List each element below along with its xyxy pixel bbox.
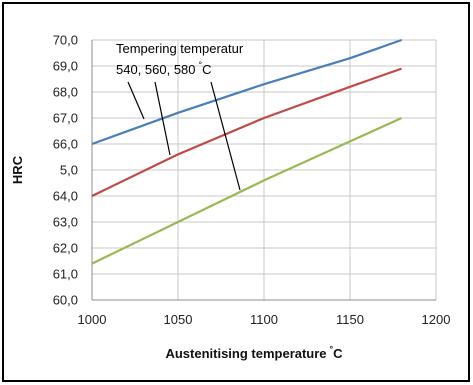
chart-frame xyxy=(2,2,470,382)
y-axis-title: HRC xyxy=(10,155,25,184)
y-tick-label: 69,0 xyxy=(53,59,78,74)
y-tick-label: 63,0 xyxy=(53,215,78,230)
series-group xyxy=(91,38,403,265)
y-tick-label: 68,0 xyxy=(53,85,78,100)
y-tick-label: 5,0 xyxy=(60,163,78,178)
annotation-leader-1 xyxy=(127,81,145,120)
y-tick-label: 70,0 xyxy=(53,33,78,48)
x-tick-label: 1200 xyxy=(422,312,451,327)
y-axis-ticks: 60,0 61,0 62,0 63,0 64,0 5,0 66,0 67,0 68,0 69,0 7… xyxy=(53,33,78,308)
x-tick-label: 1150 xyxy=(336,312,364,327)
grid xyxy=(91,39,437,301)
annotation-leader-2 xyxy=(154,81,171,156)
x-axis-ticks: 1000 1050 1100 1150 1200 xyxy=(78,312,451,327)
series-line-3 xyxy=(91,116,403,265)
x-tick-label: 1100 xyxy=(250,312,278,327)
x-axis-title-text: Austenitising temperature xyxy=(165,346,326,361)
annotation-line2: 540, 560, 580 °C xyxy=(116,60,212,77)
y-tick-label: 64,0 xyxy=(53,189,78,204)
y-tick-label: 60,0 xyxy=(53,293,78,308)
x-axis-title: Austenitising temperature °C xyxy=(165,344,343,361)
annotation-degree: ° xyxy=(199,60,203,70)
y-tick-label: 61,0 xyxy=(53,267,78,282)
x-tick-label: 1000 xyxy=(78,312,107,327)
x-tick-label: 1050 xyxy=(164,312,193,327)
series-line-1 xyxy=(91,38,402,146)
x-axis-degree: ° xyxy=(330,344,334,354)
annotation-leader-3 xyxy=(210,81,241,191)
y-tick-label: 67,0 xyxy=(53,111,78,126)
annotation-unit-letter: C xyxy=(202,62,211,77)
series-line-2 xyxy=(91,67,402,197)
y-tick-label: 62,0 xyxy=(53,241,78,256)
annotation-temps: 540, 560, 580 xyxy=(116,62,196,77)
x-axis-unit-letter: C xyxy=(333,346,343,361)
y-tick-label: 66,0 xyxy=(53,137,78,152)
annotation-line1: Tempering temperatur xyxy=(116,41,244,56)
